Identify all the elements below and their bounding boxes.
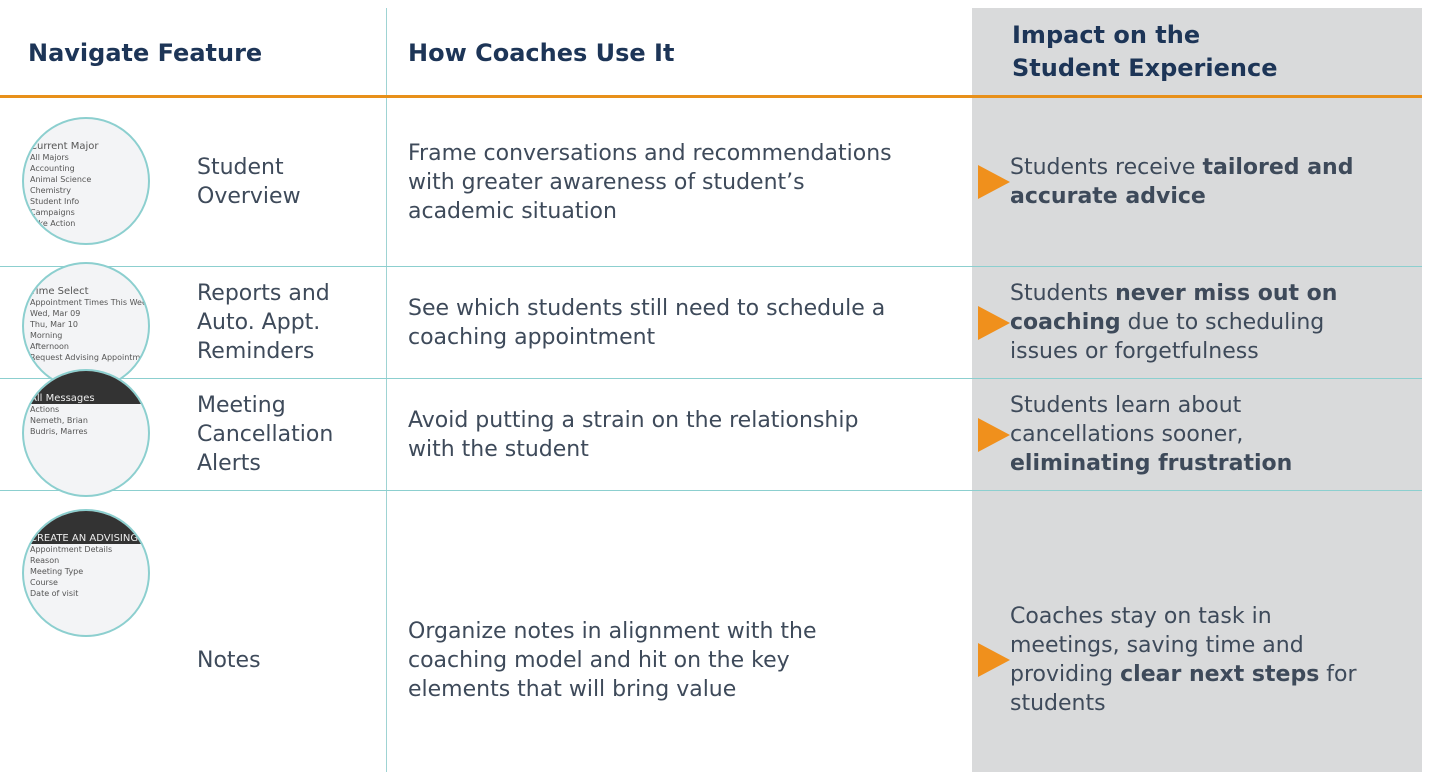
impact-segment: clear next steps <box>1120 662 1320 687</box>
feature-name: Notes <box>197 647 261 673</box>
student-impact: Students receive tailored and accurate a… <box>1010 112 1375 252</box>
student-impact: Coaches stay on task in meetings, saving… <box>1010 590 1375 730</box>
thumbnail-text: All Majors <box>30 153 69 162</box>
coach-usage: Organize notes in alignment with the coa… <box>408 618 817 702</box>
impact-segment: Students receive <box>1010 155 1203 180</box>
coach-usage: See which students still need to schedul… <box>408 295 886 350</box>
header-rule <box>0 95 1422 98</box>
thumbnail-text: Date of visit <box>30 589 79 598</box>
impact-segment: eliminating frustration <box>1010 451 1293 476</box>
thumbnail-text: Appointment Times This Week <box>30 298 150 307</box>
thumbnail-text: Actions <box>30 405 60 414</box>
thumbnail-text: CREATE AN ADVISING REPORT <box>24 511 148 544</box>
thumbnail-text: Thu, Mar 10 <box>30 320 78 329</box>
thumbnail-text: Time Select <box>30 286 89 297</box>
thumbnail-text: Morning <box>30 331 63 340</box>
student-impact: Students never miss out on coaching due … <box>1010 253 1375 393</box>
student-impact: Students learn about cancellations soone… <box>1010 365 1375 505</box>
thumbnail-text: Nemeth, Brian <box>30 416 88 425</box>
impact-segment: Coaches stay on task in meetings, saving… <box>1010 604 1304 687</box>
thumbnail-text: Appointment Details <box>30 545 113 554</box>
row-divider <box>0 490 1422 491</box>
thumbnail-text: Chemistry <box>30 186 71 195</box>
impact-segment: never miss out on coaching <box>1010 281 1338 335</box>
thumbnail-text: Reason <box>30 556 60 565</box>
column-divider <box>386 8 387 772</box>
thumbnail-text: Student Info <box>30 197 80 206</box>
thumbnail-text: Request Advising Appointment <box>30 353 150 362</box>
feature-thumbnail: CREATE AN ADVISING REPORTAppointment Det… <box>22 509 150 637</box>
column-header: Impact on the Student Experience <box>1012 21 1278 82</box>
thumbnail-text: Meeting Type <box>30 567 84 576</box>
impact-arrow <box>978 417 1010 452</box>
impact-text: Students never miss out on coaching due … <box>1010 279 1375 366</box>
impact-text: Coaches stay on task in meetings, saving… <box>1010 602 1375 718</box>
impact-segment: Students <box>1010 281 1116 306</box>
impact-segment: tailored and accurate advice <box>1010 155 1354 209</box>
coach-usage: Avoid putting a strain on the relationsh… <box>408 407 859 462</box>
impact-segment: Students learn about cancellations soone… <box>1010 393 1244 447</box>
column-header: How Coaches Use It <box>408 39 675 67</box>
row-divider <box>0 266 1422 267</box>
impact-arrow <box>978 643 1010 677</box>
feature-thumbnail: Current Major All Majors Accounting Animal … <box>22 117 150 245</box>
thumbnail-text: Campaigns <box>30 208 75 217</box>
impact-text: Students receive tailored and accurate a… <box>1010 153 1375 211</box>
thumbnail-text: Afternoon <box>30 342 69 351</box>
column-header: Navigate Feature <box>28 39 263 67</box>
thumbnail-text: Budris, Marres <box>30 427 88 436</box>
feature-name: Student Overview <box>197 155 301 209</box>
impact-column-background <box>972 8 1422 772</box>
thumbnail-text: Take Action <box>30 219 76 228</box>
impact-arrow <box>978 165 1010 199</box>
thumbnail-text: Wed, Mar 09 <box>30 309 81 318</box>
thumbnail-text: All Messages <box>24 371 148 404</box>
thumbnail-text: Animal Science <box>30 175 92 184</box>
feature-name: Reports and Auto. Appt. Reminders <box>197 281 330 364</box>
impact-segment: due to scheduling issues or forgetfulnes… <box>1010 310 1325 364</box>
thumbnail-text: Accounting <box>30 164 75 173</box>
impact-text: Students learn about cancellations soone… <box>1010 391 1375 478</box>
row-divider <box>0 378 1422 379</box>
feature-name: Meeting Cancellation Alerts <box>197 393 334 476</box>
impact-arrow <box>978 305 1010 340</box>
coach-usage: Frame conversations and recommendations … <box>408 140 892 224</box>
thumbnail-text: Course <box>30 578 58 587</box>
feature-thumbnail: Time Select Appointment Times This Week We… <box>22 262 150 390</box>
thumbnail-text: Current Major <box>30 141 99 152</box>
feature-thumbnail: All Messages Actions Nemeth, Brian Budris, … <box>22 369 150 497</box>
impact-segment: for students <box>1010 662 1357 716</box>
